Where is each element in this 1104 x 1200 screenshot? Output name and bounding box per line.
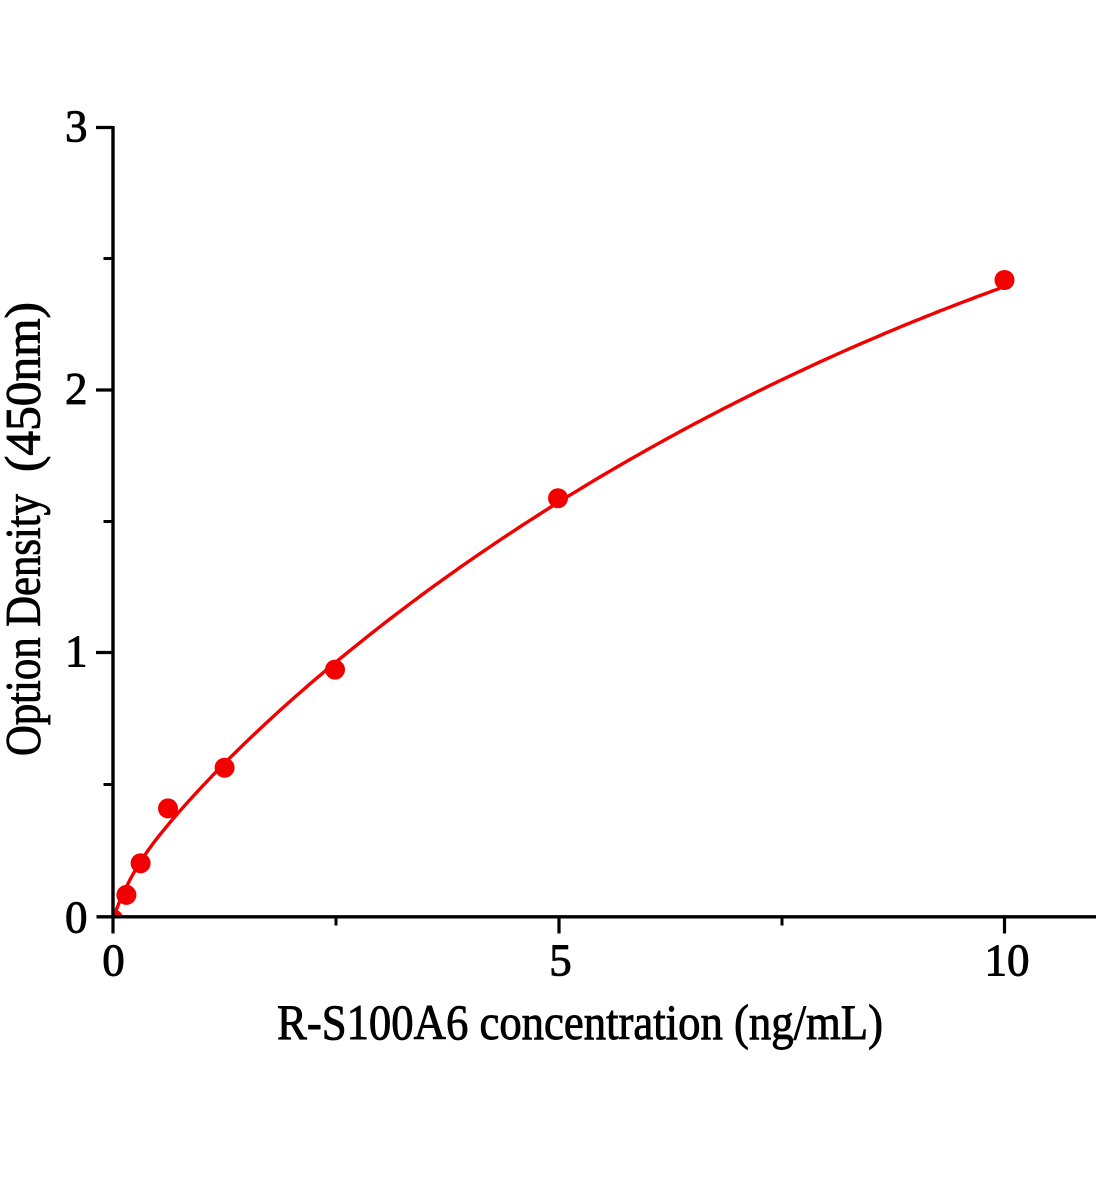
svg-text:5: 5: [549, 936, 572, 986]
svg-text:1: 1: [65, 627, 88, 677]
svg-text:0: 0: [65, 893, 88, 943]
svg-text:2: 2: [65, 364, 88, 414]
svg-text:Option Density: Option Density: [0, 494, 51, 756]
svg-text:0: 0: [102, 936, 125, 986]
svg-text:(450nm): (450nm): [0, 302, 51, 472]
svg-text:3: 3: [65, 102, 88, 152]
svg-text:10: 10: [985, 936, 1030, 986]
svg-text:R-S100A6 concentration (ng/mL): R-S100A6 concentration (ng/mL): [277, 995, 883, 1050]
